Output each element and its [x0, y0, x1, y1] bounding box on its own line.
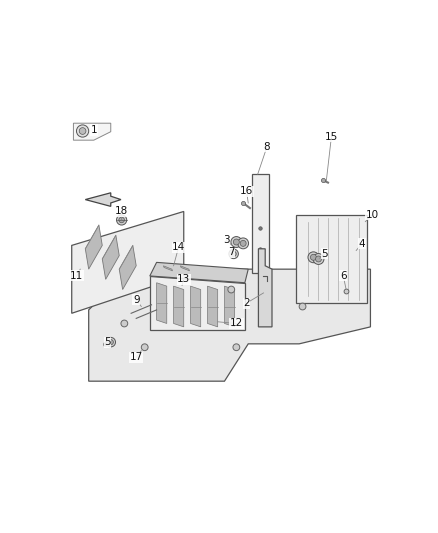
Polygon shape — [163, 266, 173, 271]
Text: 8: 8 — [264, 142, 270, 152]
Circle shape — [141, 344, 148, 351]
Circle shape — [121, 320, 128, 327]
Polygon shape — [258, 249, 272, 327]
Text: 9: 9 — [133, 295, 140, 305]
Text: 11: 11 — [70, 271, 84, 281]
Text: 7: 7 — [228, 247, 235, 257]
Circle shape — [231, 237, 242, 247]
Polygon shape — [296, 215, 367, 303]
Polygon shape — [74, 123, 111, 140]
Polygon shape — [150, 276, 245, 330]
Text: 16: 16 — [240, 186, 253, 196]
Polygon shape — [102, 235, 119, 279]
Polygon shape — [119, 245, 136, 289]
Polygon shape — [191, 286, 201, 327]
Circle shape — [79, 127, 86, 134]
Polygon shape — [180, 266, 190, 271]
Text: 4: 4 — [359, 239, 365, 249]
Circle shape — [313, 254, 324, 264]
Circle shape — [233, 344, 240, 351]
Circle shape — [108, 340, 113, 345]
Circle shape — [308, 252, 319, 263]
Circle shape — [229, 249, 238, 259]
Polygon shape — [88, 269, 371, 381]
Polygon shape — [224, 286, 235, 327]
Text: 17: 17 — [130, 352, 143, 362]
Polygon shape — [208, 286, 218, 327]
Circle shape — [119, 217, 124, 223]
Text: 5: 5 — [321, 249, 328, 259]
Text: 3: 3 — [223, 235, 230, 245]
Polygon shape — [150, 262, 248, 282]
Polygon shape — [72, 212, 184, 313]
Circle shape — [228, 286, 235, 293]
Text: 12: 12 — [230, 319, 243, 328]
Circle shape — [233, 239, 239, 245]
Text: 6: 6 — [340, 271, 346, 281]
Polygon shape — [156, 282, 167, 324]
Circle shape — [238, 238, 249, 249]
Circle shape — [311, 254, 316, 260]
Text: 14: 14 — [172, 242, 185, 252]
Text: 10: 10 — [366, 210, 379, 220]
Text: 18: 18 — [114, 206, 127, 216]
Circle shape — [231, 251, 236, 256]
Text: 5: 5 — [104, 337, 111, 347]
Text: 15: 15 — [325, 132, 338, 142]
Circle shape — [77, 125, 88, 137]
Polygon shape — [173, 286, 184, 327]
Circle shape — [117, 215, 127, 225]
Polygon shape — [251, 174, 268, 272]
Circle shape — [240, 240, 246, 246]
Circle shape — [106, 337, 116, 347]
Text: 1: 1 — [91, 125, 97, 135]
Polygon shape — [85, 193, 121, 206]
Polygon shape — [85, 225, 102, 269]
Circle shape — [315, 256, 321, 262]
Circle shape — [299, 303, 306, 310]
Text: 13: 13 — [177, 274, 191, 284]
Text: 2: 2 — [243, 298, 250, 308]
